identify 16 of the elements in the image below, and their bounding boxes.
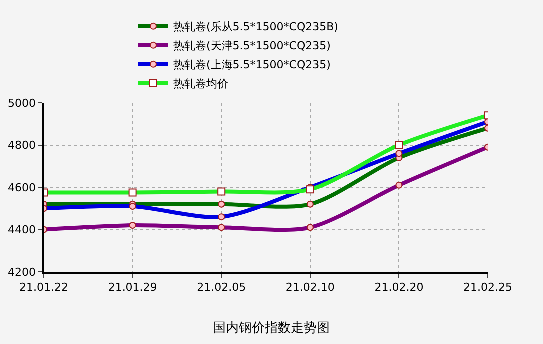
legend-label: 热轧卷(天津5.5*1500*CQ235) xyxy=(174,40,331,53)
legend-label: 热轧卷(乐从5.5*1500*CQ235B) xyxy=(174,20,338,34)
x-tick-label: 21.02.20 xyxy=(374,280,424,294)
y-tick-label: 4200 xyxy=(8,266,36,279)
y-tick-label: 5000 xyxy=(8,96,36,110)
x-tick-label: 21.01.22 xyxy=(20,280,68,294)
x-tick-label: 21.02.10 xyxy=(286,280,335,294)
text: 国内钢价指数走势图 xyxy=(213,320,330,336)
y-tick-label: 4600 xyxy=(8,181,36,194)
legend-label: 热轧卷均价 xyxy=(174,78,228,91)
x-tick-label: 21.02.25 xyxy=(464,280,512,294)
x-tick-label: 21.01.29 xyxy=(108,280,158,294)
x-tick-label: 21.02.05 xyxy=(197,280,246,294)
y-tick-label: 4400 xyxy=(8,224,36,237)
y-tick-label: 4800 xyxy=(8,139,36,152)
legend-label: 热轧卷(上海5.5*1500*CQ235) xyxy=(174,58,331,72)
